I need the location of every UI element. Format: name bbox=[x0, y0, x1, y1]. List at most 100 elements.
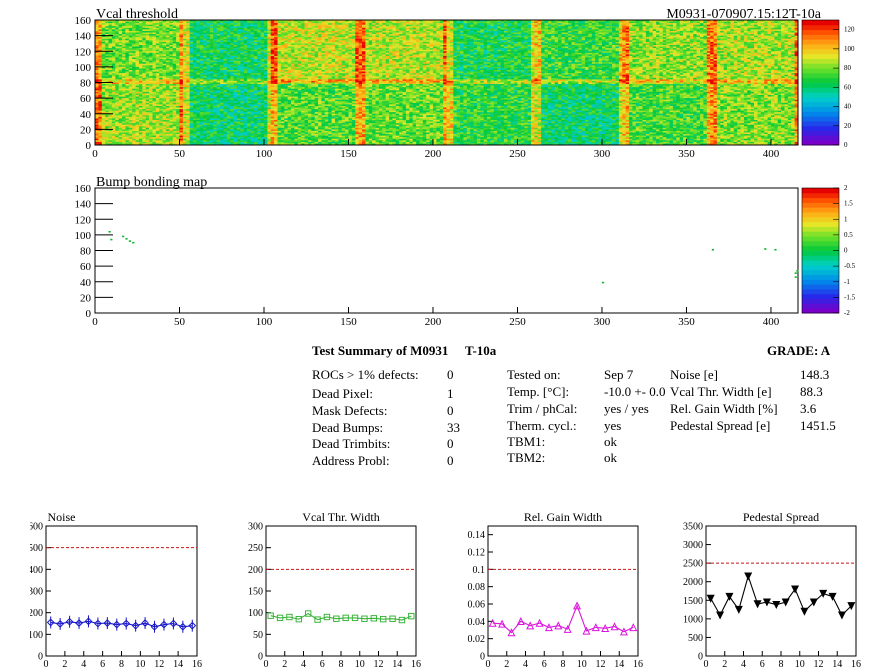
heatmap-cell bbox=[537, 32, 542, 35]
heatmap-cell bbox=[460, 55, 464, 58]
heatmap-cell bbox=[199, 30, 204, 33]
heatmap-cell bbox=[558, 30, 562, 33]
heatmap-cell bbox=[108, 48, 113, 50]
heatmap-cell bbox=[578, 54, 582, 57]
heatmap-cell bbox=[706, 29, 711, 32]
heatmap-cell bbox=[520, 26, 525, 29]
heatmap-cell bbox=[781, 45, 785, 47]
heatmap-cell bbox=[389, 30, 393, 33]
heatmap-cell bbox=[338, 27, 343, 30]
heatmap-cell bbox=[693, 55, 697, 58]
heatmap-cell bbox=[443, 38, 447, 41]
heatmap-cell bbox=[341, 23, 346, 25]
heatmap-cell bbox=[243, 34, 248, 36]
heatmap-cell bbox=[399, 30, 403, 33]
heatmap-cell bbox=[118, 54, 123, 57]
heatmap-cell bbox=[412, 48, 417, 50]
heatmap-cell bbox=[426, 35, 430, 38]
heatmap-cell bbox=[777, 26, 782, 29]
heatmap-cell bbox=[409, 27, 413, 30]
heatmap-cell bbox=[706, 55, 711, 58]
heatmap-cell bbox=[253, 21, 258, 24]
heatmap-cell bbox=[757, 30, 762, 33]
heatmap-cell bbox=[605, 43, 610, 46]
heatmap-cell bbox=[656, 29, 660, 32]
heatmap-cell bbox=[98, 21, 103, 24]
heatmap-cell bbox=[351, 23, 356, 25]
heatmap-cell bbox=[432, 27, 437, 30]
heatmap-cell bbox=[574, 26, 579, 29]
heatmap-cell bbox=[216, 43, 221, 46]
heatmap-cell bbox=[253, 41, 258, 44]
heatmap-cell bbox=[250, 24, 255, 27]
heatmap-cell bbox=[263, 46, 268, 49]
heatmap-cell bbox=[331, 21, 336, 24]
heatmap-cell bbox=[517, 48, 522, 50]
heatmap-cell bbox=[595, 43, 599, 46]
heatmap-cell bbox=[490, 37, 495, 40]
heatmap-cell bbox=[240, 37, 245, 40]
heatmap-cell bbox=[645, 54, 650, 57]
heatmap-cell bbox=[409, 24, 413, 27]
heatmap-cell bbox=[142, 21, 146, 24]
heatmap-cell bbox=[493, 40, 498, 43]
heatmap-cell bbox=[733, 55, 738, 58]
heatmap-cell bbox=[601, 20, 606, 22]
heatmap-cell bbox=[510, 30, 515, 33]
heatmap-cell bbox=[662, 23, 667, 25]
heatmap-cell bbox=[250, 48, 255, 50]
heatmap-cell bbox=[409, 30, 413, 33]
heatmap-cell bbox=[165, 52, 170, 55]
heatmap-cell bbox=[696, 34, 701, 36]
heatmap-cell bbox=[554, 35, 559, 38]
heatmap-cell bbox=[649, 48, 653, 50]
heatmap-cell bbox=[669, 35, 674, 38]
heatmap-cell bbox=[334, 45, 339, 47]
heatmap-cell bbox=[730, 20, 735, 22]
heatmap-cell bbox=[635, 35, 640, 38]
heatmap-cell bbox=[291, 43, 295, 46]
heatmap-cell bbox=[503, 49, 508, 52]
heatmap-cell bbox=[206, 24, 211, 27]
heatmap-cell bbox=[770, 32, 775, 35]
heatmap-cell bbox=[497, 21, 501, 24]
heatmap-cell bbox=[253, 23, 258, 25]
heatmap-cell bbox=[578, 29, 582, 32]
heatmap-cell bbox=[193, 20, 197, 22]
heatmap-cell bbox=[338, 29, 343, 32]
heatmap-cell bbox=[652, 23, 657, 25]
heatmap-cell bbox=[152, 30, 157, 33]
heatmap-cell bbox=[368, 49, 373, 52]
heatmap-cell bbox=[446, 21, 451, 24]
heatmap-cell bbox=[514, 48, 518, 50]
heatmap-cell bbox=[733, 45, 738, 47]
heatmap-cell bbox=[382, 52, 386, 55]
heatmap-cell bbox=[378, 48, 383, 50]
heatmap-cell bbox=[662, 20, 667, 22]
heatmap-cell bbox=[182, 21, 187, 24]
heatmap-cell bbox=[426, 54, 430, 57]
heatmap-cell bbox=[591, 48, 596, 50]
heatmap-cell bbox=[189, 46, 194, 49]
heatmap-cell bbox=[429, 52, 434, 55]
heatmap-cell bbox=[787, 54, 792, 57]
heatmap-cell bbox=[693, 24, 697, 27]
heatmap-cell bbox=[527, 30, 532, 33]
heatmap-cell bbox=[578, 51, 582, 54]
heatmap-cell bbox=[220, 41, 224, 44]
heatmap-cell bbox=[723, 26, 728, 29]
heatmap-cell bbox=[291, 46, 295, 49]
heatmap-cell bbox=[135, 30, 140, 33]
heatmap-cell bbox=[743, 43, 748, 46]
heatmap-cell bbox=[223, 43, 228, 46]
heatmap-cell bbox=[220, 32, 224, 35]
heatmap-cell bbox=[645, 41, 650, 44]
heatmap-cell bbox=[713, 51, 718, 54]
heatmap-cell bbox=[585, 35, 589, 38]
heatmap-cell bbox=[355, 46, 359, 49]
heatmap-cell bbox=[267, 46, 272, 49]
heatmap-cell bbox=[142, 35, 146, 38]
heatmap-cell bbox=[561, 37, 566, 40]
heatmap-cell bbox=[409, 55, 413, 58]
heatmap-cell bbox=[595, 35, 599, 38]
